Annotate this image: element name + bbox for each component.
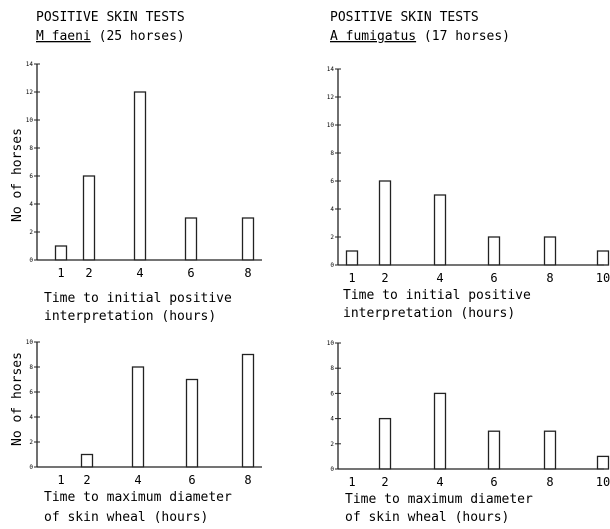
y-tick-label: 6 [330,178,334,185]
ylabel-top-left: No of horses [10,128,25,222]
bar [184,217,198,261]
y-tick-label: 4 [29,201,33,208]
y-tick-label: 14 [327,66,335,73]
y-tick-label: 0 [330,262,334,269]
bar [487,236,501,266]
x-tick-label: 6 [188,473,195,487]
x-tick-label: 10 [596,271,610,285]
x-tick-label: 4 [136,266,143,280]
xlabel-bottom-right-line2: of skin wheal (hours) [345,510,509,525]
bar [185,378,199,468]
bar [82,175,96,261]
y-tick-label: 2 [330,234,334,241]
y-tick-label: 8 [29,145,33,152]
y-tick-label: 10 [327,122,335,129]
panel-title-right-line2: A fumigatus (17 horses) [330,29,510,44]
x-tick-label: 1 [57,473,64,487]
y-tick-label: 2 [29,439,33,446]
bar [433,392,447,470]
xlabel-top-right-line2: interpretation (hours) [343,306,515,321]
bar [596,455,610,470]
y-tick-label: 12 [26,89,34,96]
bar [543,236,557,266]
y-tick-label: 4 [330,416,334,423]
y-tick-label: 4 [29,414,33,421]
y-tick-label: 14 [26,61,34,68]
bar [133,91,147,261]
x-tick-label: 10 [596,475,610,489]
x-tick-label: 4 [134,473,141,487]
x-tick-label: 6 [187,266,194,280]
organism-a-fumigatus: A fumigatus [330,29,416,44]
y-tick-label: 0 [29,257,33,264]
bar [241,217,255,261]
x-tick-label: 8 [244,266,251,280]
bar [487,430,501,470]
y-tick-label: 0 [29,464,33,471]
y-tick-label: 8 [330,365,334,372]
x-tick-label: 4 [436,475,443,489]
x-tick-label: 6 [490,271,497,285]
y-tick-label: 12 [327,94,335,101]
x-tick-label: 8 [546,271,553,285]
ylabel-bottom-left: No of horses [10,352,25,446]
bar [345,250,359,266]
bar [433,194,447,266]
bar [378,180,392,266]
panel-title-left-line1: POSITIVE SKIN TESTS [36,10,185,25]
x-tick-label: 2 [83,473,90,487]
x-tick-label: 1 [348,475,355,489]
x-tick-label: 8 [546,475,553,489]
y-tick-label: 2 [29,229,33,236]
horse-count-left: (25 horses) [91,29,185,44]
bar [241,353,255,468]
y-tick-label: 10 [26,117,34,124]
horse-count-right: (17 horses) [416,29,510,44]
y-tick-label: 2 [330,441,334,448]
x-tick-label: 1 [57,266,64,280]
xlabel-top-left-line2: interpretation (hours) [44,309,216,324]
y-tick-label: 6 [29,389,33,396]
xlabel-bottom-left-line2: of skin wheal (hours) [44,510,208,525]
panel-title-right-line1: POSITIVE SKIN TESTS [330,10,479,25]
xlabel-bottom-left-line1: Time to maximum diameter [44,490,232,505]
x-tick-label: 4 [436,271,443,285]
xlabel-bottom-right-line1: Time to maximum diameter [345,492,533,507]
y-tick-label: 8 [29,364,33,371]
x-tick-label: 8 [244,473,251,487]
bar [131,366,145,468]
y-tick-label: 8 [330,150,334,157]
bar [543,430,557,470]
x-tick-label: 2 [381,271,388,285]
y-tick-label: 6 [29,173,33,180]
panel-title-left-line2: M faeni (25 horses) [36,29,185,44]
bar [54,245,68,261]
xlabel-top-left-line1: Time to initial positive [44,291,232,306]
xlabel-top-right-line1: Time to initial positive [343,288,531,303]
bar [378,417,392,470]
y-tick-label: 4 [330,206,334,213]
organism-m-faeni: M faeni [36,29,91,44]
x-tick-label: 6 [490,475,497,489]
bar [80,453,94,468]
x-tick-label: 1 [348,271,355,285]
y-tick-label: 6 [330,390,334,397]
x-tick-label: 2 [381,475,388,489]
bar [596,250,610,266]
y-tick-label: 0 [330,466,334,473]
y-tick-label: 10 [26,339,34,346]
x-tick-label: 2 [85,266,92,280]
y-tick-label: 10 [327,340,335,347]
